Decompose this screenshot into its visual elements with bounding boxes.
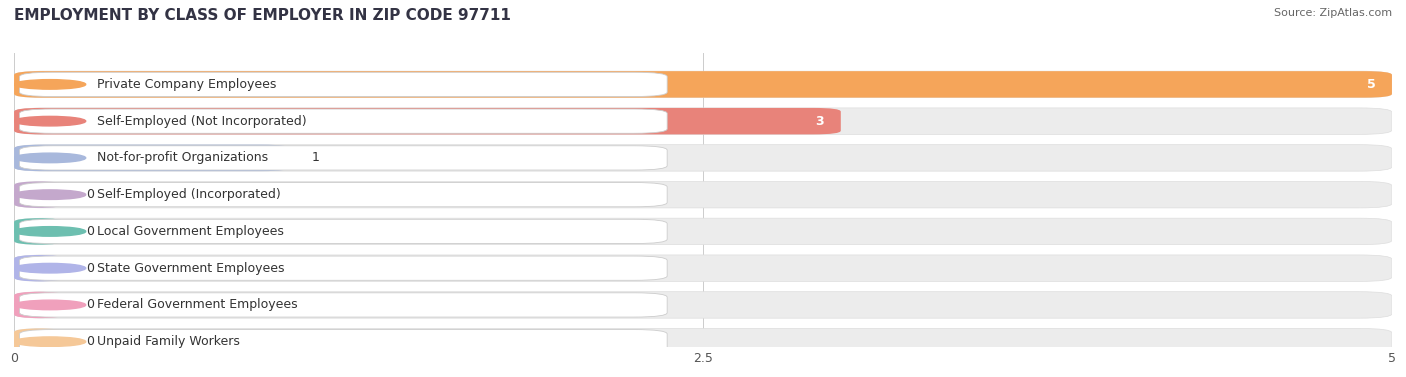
FancyBboxPatch shape [14, 255, 63, 281]
Text: 0: 0 [86, 225, 94, 238]
FancyBboxPatch shape [14, 328, 1392, 355]
Circle shape [14, 300, 86, 310]
Text: 3: 3 [815, 115, 824, 128]
Text: 1: 1 [312, 152, 319, 164]
FancyBboxPatch shape [20, 182, 668, 207]
FancyBboxPatch shape [14, 108, 841, 134]
Circle shape [14, 116, 86, 126]
Circle shape [14, 264, 86, 273]
Text: EMPLOYMENT BY CLASS OF EMPLOYER IN ZIP CODE 97711: EMPLOYMENT BY CLASS OF EMPLOYER IN ZIP C… [14, 8, 510, 23]
FancyBboxPatch shape [20, 293, 668, 317]
FancyBboxPatch shape [14, 328, 63, 355]
FancyBboxPatch shape [20, 146, 668, 170]
Circle shape [14, 190, 86, 199]
FancyBboxPatch shape [14, 181, 1392, 208]
Text: 0: 0 [86, 335, 94, 348]
Text: 0: 0 [86, 262, 94, 275]
Text: 5: 5 [1367, 78, 1375, 91]
Text: Local Government Employees: Local Government Employees [97, 225, 284, 238]
FancyBboxPatch shape [20, 219, 668, 244]
Circle shape [14, 227, 86, 236]
FancyBboxPatch shape [14, 218, 1392, 245]
Circle shape [14, 337, 86, 346]
Text: 0: 0 [86, 299, 94, 311]
Text: Self-Employed (Incorporated): Self-Employed (Incorporated) [97, 188, 280, 201]
FancyBboxPatch shape [14, 145, 1392, 171]
FancyBboxPatch shape [14, 108, 1392, 134]
Text: Private Company Employees: Private Company Employees [97, 78, 276, 91]
FancyBboxPatch shape [20, 109, 668, 133]
FancyBboxPatch shape [14, 292, 1392, 318]
FancyBboxPatch shape [20, 329, 668, 354]
FancyBboxPatch shape [14, 218, 63, 245]
Text: 0: 0 [86, 188, 94, 201]
Text: Not-for-profit Organizations: Not-for-profit Organizations [97, 152, 269, 164]
FancyBboxPatch shape [14, 181, 63, 208]
Circle shape [14, 80, 86, 89]
Text: State Government Employees: State Government Employees [97, 262, 284, 275]
FancyBboxPatch shape [14, 71, 1392, 98]
FancyBboxPatch shape [20, 72, 668, 97]
FancyBboxPatch shape [14, 255, 1392, 281]
Circle shape [14, 153, 86, 163]
FancyBboxPatch shape [20, 256, 668, 280]
Text: Unpaid Family Workers: Unpaid Family Workers [97, 335, 239, 348]
Text: Self-Employed (Not Incorporated): Self-Employed (Not Incorporated) [97, 115, 307, 128]
FancyBboxPatch shape [14, 292, 63, 318]
Text: Source: ZipAtlas.com: Source: ZipAtlas.com [1274, 8, 1392, 18]
FancyBboxPatch shape [14, 145, 290, 171]
Text: Federal Government Employees: Federal Government Employees [97, 299, 297, 311]
FancyBboxPatch shape [14, 71, 1392, 98]
